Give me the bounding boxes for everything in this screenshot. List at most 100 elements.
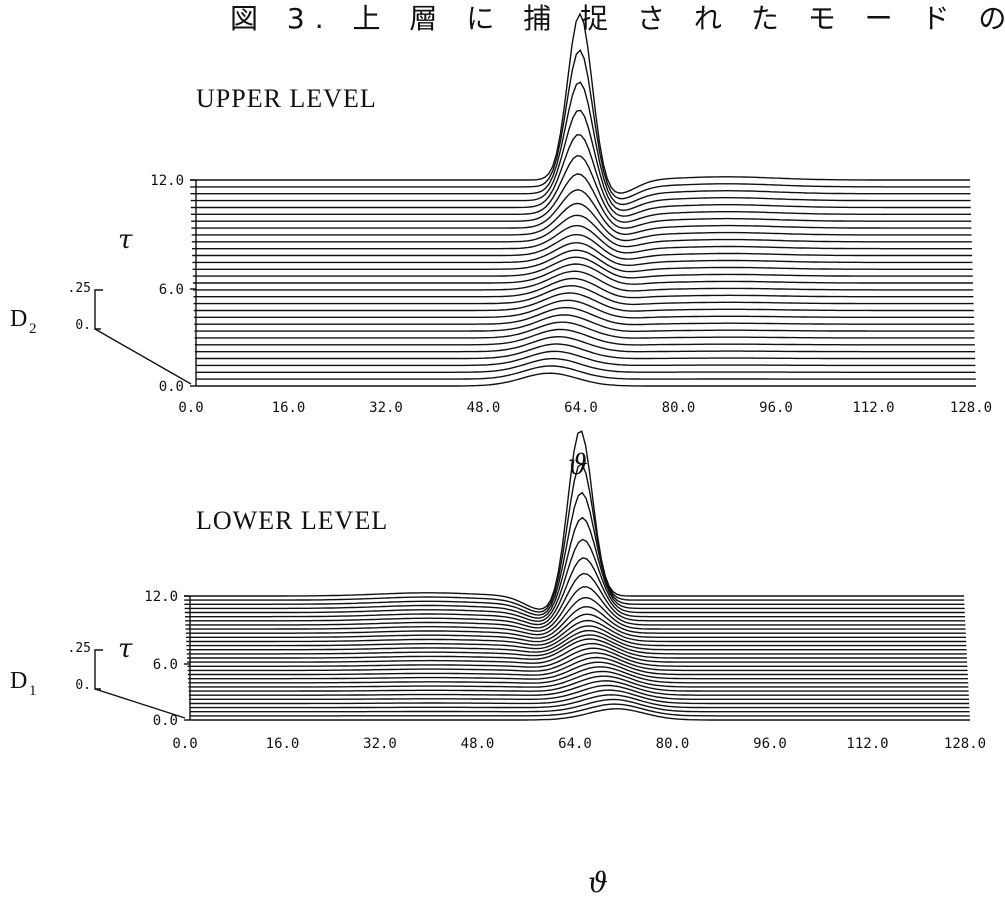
curve-line bbox=[192, 249, 973, 273]
amplitude-label-subscript: 1 bbox=[29, 683, 37, 699]
curve-line bbox=[193, 292, 974, 312]
curves bbox=[184, 430, 970, 724]
curve-line bbox=[187, 652, 968, 672]
x-tick-label: 128.0 bbox=[950, 400, 992, 416]
curve-line bbox=[193, 277, 974, 299]
curve-line bbox=[193, 263, 973, 285]
curve-line bbox=[188, 670, 969, 688]
x-tick-label: 96.0 bbox=[753, 736, 787, 752]
curve-line bbox=[195, 357, 976, 373]
amplitude-tick-zero: 0. bbox=[75, 678, 91, 693]
panel-title: UPPER LEVEL bbox=[196, 84, 377, 113]
curve-fill bbox=[189, 704, 970, 724]
curve-line bbox=[184, 462, 965, 613]
panel-upper-level: UPPER LEVEL 0.0 6.0 12.0 τ .25 0. D 2 0.0 16.0 32.0… bbox=[10, 12, 992, 416]
x-tick-label: 64.0 bbox=[558, 736, 592, 752]
amplitude-tick-top: .25 bbox=[68, 281, 91, 296]
curve-line bbox=[186, 625, 967, 650]
perspective-line bbox=[94, 328, 192, 385]
x-axis-label-lower: ϑ bbox=[588, 866, 608, 899]
curve-line bbox=[184, 491, 965, 616]
curve-line bbox=[185, 586, 966, 632]
tau-tick-label: 0.0 bbox=[159, 379, 184, 395]
curve-line bbox=[192, 256, 973, 279]
tau-tick-label: 0.0 bbox=[153, 713, 178, 729]
x-ticks: 0.0 16.0 32.0 48.0 64.0 80.0 96.0 112.0 128.0 bbox=[172, 736, 986, 752]
curve-line bbox=[190, 134, 971, 217]
axes: 0.0 6.0 12.0 τ bbox=[118, 589, 191, 729]
x-ticks: 0.0 16.0 32.0 48.0 64.0 80.0 96.0 112.0 128.0 bbox=[178, 400, 992, 416]
curve-line bbox=[189, 698, 970, 713]
curve-line bbox=[195, 350, 976, 367]
x-tick-label: 80.0 bbox=[656, 736, 690, 752]
x-tick-label: 64.0 bbox=[564, 400, 598, 416]
curve-line bbox=[184, 516, 965, 619]
x-tick-label: 96.0 bbox=[759, 400, 793, 416]
curve-line bbox=[186, 629, 967, 653]
curve-line bbox=[190, 81, 971, 206]
amplitude-scale: .25 0. D 1 bbox=[10, 641, 186, 719]
curve-line bbox=[195, 343, 976, 360]
tau-axis-label: τ bbox=[118, 225, 133, 255]
axes: 0.0 6.0 12.0 τ bbox=[118, 173, 197, 395]
curve-line bbox=[185, 605, 966, 639]
curve-line bbox=[188, 675, 969, 692]
curve-line bbox=[190, 708, 970, 721]
x-tick-label: 0.0 bbox=[172, 736, 197, 752]
tau-tick-label: 12.0 bbox=[150, 173, 184, 189]
curve-line bbox=[185, 572, 966, 629]
curve-line bbox=[194, 328, 975, 346]
curve-line bbox=[193, 270, 974, 292]
amplitude-tick-top: .25 bbox=[68, 641, 91, 656]
curve-line bbox=[186, 613, 966, 643]
curve-line bbox=[194, 321, 975, 339]
amplitude-label-subscript: 2 bbox=[29, 321, 37, 337]
curve-line bbox=[185, 596, 966, 636]
amplitude-label: D bbox=[10, 306, 27, 332]
curve-line bbox=[189, 694, 970, 709]
curve-line bbox=[192, 242, 973, 267]
x-tick-label: 80.0 bbox=[662, 400, 696, 416]
amplitude-label: D bbox=[10, 668, 27, 694]
curves bbox=[190, 12, 976, 391]
curve-line bbox=[193, 284, 974, 306]
curve-line bbox=[191, 154, 971, 223]
tau-tick-label: 12.0 bbox=[144, 589, 178, 605]
curve-line bbox=[187, 647, 968, 668]
x-tick-label: 48.0 bbox=[467, 400, 501, 416]
x-tick-label: 16.0 bbox=[266, 736, 300, 752]
curve-line bbox=[189, 703, 970, 717]
curve-line bbox=[195, 365, 976, 380]
x-tick-label: 112.0 bbox=[846, 736, 888, 752]
curve-line bbox=[194, 306, 975, 326]
perspective-line bbox=[94, 688, 186, 719]
amplitude-tick-zero: 0. bbox=[75, 318, 91, 333]
x-tick-label: 128.0 bbox=[944, 736, 986, 752]
curve-line bbox=[189, 689, 970, 705]
curve-line bbox=[194, 314, 975, 332]
curve-line bbox=[194, 299, 974, 319]
curve-line bbox=[189, 684, 969, 700]
curve-line bbox=[187, 656, 968, 676]
tau-tick-label: 6.0 bbox=[153, 657, 178, 673]
curve-line bbox=[195, 335, 975, 353]
x-tick-label: 48.0 bbox=[461, 736, 495, 752]
curve-line bbox=[186, 634, 967, 657]
curve-line bbox=[190, 109, 971, 212]
x-tick-label: 16.0 bbox=[272, 400, 306, 416]
x-tick-label: 0.0 bbox=[178, 400, 203, 416]
curve-line bbox=[191, 214, 972, 248]
x-tick-label: 32.0 bbox=[369, 400, 403, 416]
curve-line bbox=[185, 557, 965, 626]
amplitude-bracket bbox=[94, 289, 103, 330]
panel-title: LOWER LEVEL bbox=[196, 506, 388, 535]
curve-line bbox=[187, 638, 967, 660]
figure-caption: 図 3. 上 層 に 捕 捉 さ れ た モ ー ド の 例 bbox=[230, 2, 1005, 35]
curve-line bbox=[196, 372, 976, 387]
tau-axis-label: τ bbox=[118, 634, 133, 664]
curve-fill bbox=[196, 373, 976, 390]
curve-fill bbox=[195, 365, 976, 390]
x-tick-label: 112.0 bbox=[852, 400, 894, 416]
curve-line bbox=[186, 619, 967, 646]
curve-line bbox=[192, 234, 973, 260]
